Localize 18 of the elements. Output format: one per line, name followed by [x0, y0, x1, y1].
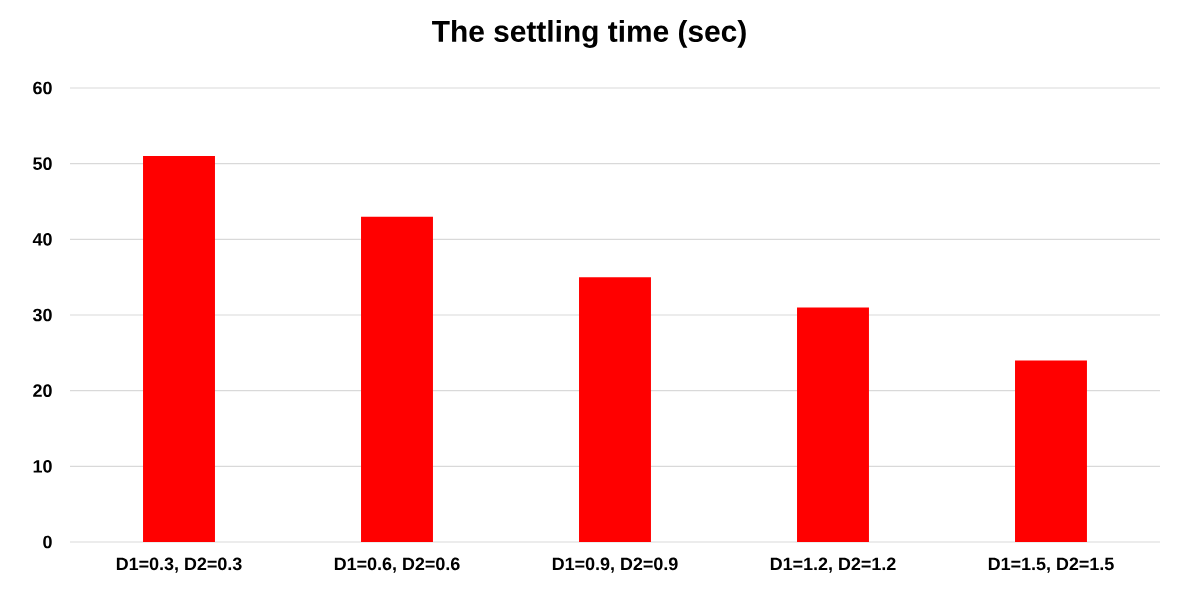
y-tick-label: 60: [33, 81, 52, 95]
y-tick-label: 0: [43, 535, 52, 549]
bar: [143, 156, 215, 542]
x-tick-label: D1=1.2, D2=1.2: [770, 557, 896, 573]
bar: [579, 277, 651, 542]
y-tick-label: 10: [33, 459, 52, 473]
chart-title: The settling time (sec): [432, 20, 746, 48]
bar: [1015, 360, 1087, 542]
y-tick-label: 30: [32, 308, 52, 322]
y-tick-label: 50: [33, 157, 52, 171]
y-tick-label: 20: [33, 384, 52, 398]
bar: [797, 307, 869, 542]
x-tick-label: D1=0.9, D2=0.9: [552, 557, 678, 573]
x-tick-label: D1=0.3, D2=0.3: [116, 557, 242, 573]
y-tick-label: 40: [32, 232, 52, 246]
bar: [361, 216, 433, 542]
x-tick-label: D1=0.6, D2=0.6: [334, 557, 460, 573]
x-tick-label: D1=1.5, D2=1.5: [988, 557, 1114, 573]
